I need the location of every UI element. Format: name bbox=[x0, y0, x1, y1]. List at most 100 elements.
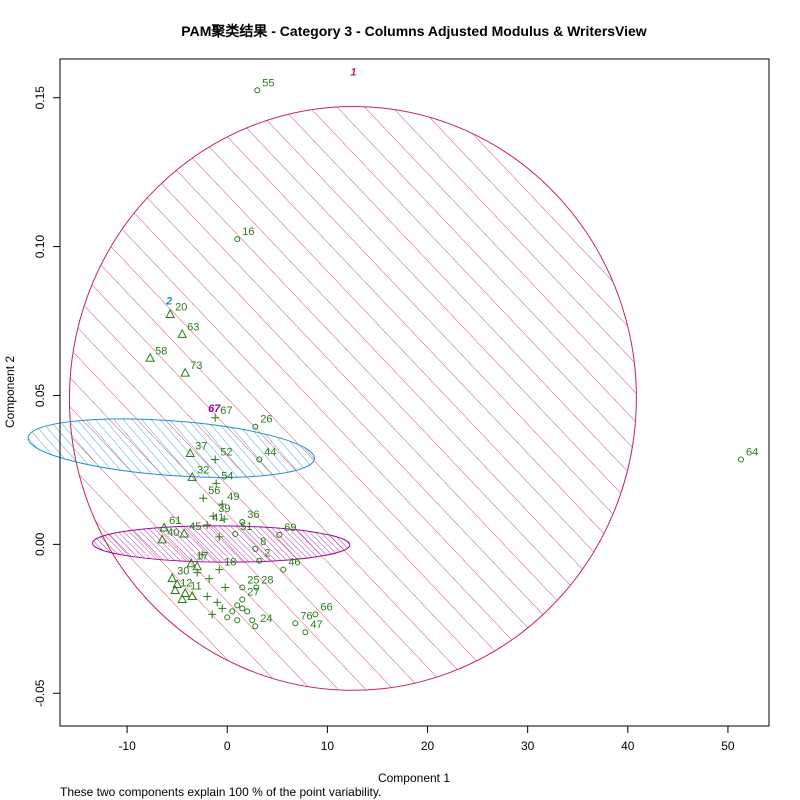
point-marker-67 bbox=[211, 413, 220, 422]
point-label-52: 52 bbox=[220, 446, 232, 458]
x-axis-label: Component 1 bbox=[378, 771, 450, 785]
point-marker-51 bbox=[232, 530, 239, 537]
point-label-8: 8 bbox=[260, 536, 266, 548]
point-label-39: 39 bbox=[218, 503, 230, 515]
plot-frame bbox=[59, 58, 770, 727]
point-label-46: 46 bbox=[288, 557, 300, 569]
point-label-56: 56 bbox=[208, 485, 220, 497]
cluster-marker-2 bbox=[234, 602, 241, 609]
cluster-marker-1 bbox=[244, 608, 251, 615]
cluster-label-1: 1 bbox=[350, 66, 356, 78]
point-marker-61 bbox=[159, 522, 169, 532]
point-marker-47 bbox=[302, 629, 309, 636]
point-marker-26 bbox=[252, 423, 259, 430]
point-label-49: 49 bbox=[227, 491, 239, 503]
point-label-45: 45 bbox=[189, 521, 201, 533]
point-marker-46 bbox=[280, 566, 287, 573]
point-label-40: 40 bbox=[167, 527, 179, 539]
point-marker-16 bbox=[234, 236, 241, 243]
point-label-27: 27 bbox=[247, 586, 259, 598]
y-tick-label-0.15: 0.15 bbox=[33, 86, 47, 110]
point-label-24: 24 bbox=[260, 613, 272, 625]
point-label-17: 17 bbox=[196, 551, 208, 563]
point-label-67: 67 bbox=[220, 405, 232, 417]
cluster-marker-18 bbox=[187, 590, 198, 600]
y-axis: -0.05 0.00 0.05 0.10 0.15 bbox=[33, 86, 60, 707]
cluster-marker-14 bbox=[198, 550, 207, 559]
x-tick-label--10: -10 bbox=[118, 739, 136, 753]
point-marker-36 bbox=[239, 519, 246, 526]
x-tick-label-50: 50 bbox=[721, 739, 735, 753]
point-label-2: 2 bbox=[264, 548, 270, 560]
y-tick-label--0.05: -0.05 bbox=[33, 679, 47, 707]
point-marker-73 bbox=[180, 367, 191, 377]
cluster-ellipse-2 bbox=[27, 418, 315, 478]
point-label-55: 55 bbox=[262, 77, 274, 89]
point-label-66: 66 bbox=[320, 601, 332, 613]
point-marker-44 bbox=[256, 456, 263, 463]
point-marker-25 bbox=[239, 584, 246, 591]
point-label-36: 36 bbox=[247, 509, 259, 521]
point-marker-28 bbox=[253, 584, 260, 591]
point-marker-52 bbox=[211, 455, 220, 464]
point-label-41: 41 bbox=[212, 512, 224, 524]
point-marker-20 bbox=[165, 308, 175, 318]
point-marker-49 bbox=[218, 500, 227, 509]
point-label-28: 28 bbox=[261, 575, 273, 587]
cluster-marker-0 bbox=[239, 605, 246, 612]
y-tick-label-0.00: 0.00 bbox=[33, 532, 47, 556]
y-axis-label: Component 2 bbox=[3, 356, 17, 428]
x-tick-label-30: 30 bbox=[521, 739, 535, 753]
cluster-marker-10 bbox=[203, 592, 212, 601]
point-marker-12 bbox=[170, 584, 180, 595]
point-label-69: 69 bbox=[284, 522, 296, 534]
footnote: These two components explain 100 % of th… bbox=[60, 785, 381, 799]
point-label-12: 12 bbox=[180, 578, 192, 590]
point-marker-8 bbox=[252, 545, 259, 552]
point-marker-64 bbox=[737, 456, 744, 463]
point-label-37: 37 bbox=[195, 441, 207, 453]
cluster-marker-11 bbox=[221, 583, 230, 592]
point-marker-45 bbox=[179, 528, 190, 538]
cluster-ellipse-3 bbox=[91, 525, 351, 563]
point-marker-18 bbox=[215, 565, 224, 574]
point-label-18: 18 bbox=[224, 557, 236, 569]
point-marker-17 bbox=[186, 558, 197, 568]
point-marker-39 bbox=[209, 512, 218, 521]
cluster-marker-15 bbox=[215, 532, 224, 541]
cluster-marker-9 bbox=[208, 610, 217, 619]
point-marker-54 bbox=[212, 479, 221, 488]
cluster-marker-16 bbox=[220, 515, 229, 524]
point-marker-30 bbox=[167, 573, 177, 583]
point-marker-66 bbox=[312, 611, 319, 618]
point-label-25: 25 bbox=[247, 575, 259, 587]
y-tick-label-0.05: 0.05 bbox=[33, 383, 47, 407]
point-marker-41 bbox=[203, 521, 212, 530]
cluster-label-3: 67 bbox=[208, 403, 221, 415]
cluster-marker-19 bbox=[172, 578, 182, 589]
point-marker-58 bbox=[145, 352, 155, 362]
x-tick-label-0: 0 bbox=[224, 739, 231, 753]
x-tick-label-10: 10 bbox=[321, 739, 335, 753]
cluster-marker-12 bbox=[205, 574, 214, 583]
point-label-32: 32 bbox=[197, 464, 209, 476]
point-label-11: 11 bbox=[190, 580, 201, 592]
point-marker-2 bbox=[256, 557, 263, 564]
point-label-47: 47 bbox=[310, 619, 322, 631]
point-marker-27 bbox=[239, 596, 246, 603]
x-tick-label-40: 40 bbox=[621, 739, 635, 753]
point-marker-11 bbox=[180, 587, 191, 597]
cluster-marker-7 bbox=[218, 604, 227, 613]
point-marker-40 bbox=[157, 534, 167, 544]
point-marker-37 bbox=[185, 447, 196, 458]
point-label-76: 76 bbox=[300, 610, 312, 622]
point-marker-76 bbox=[292, 620, 299, 627]
point-label-63: 63 bbox=[187, 321, 199, 333]
point-label-26: 26 bbox=[260, 414, 272, 426]
point-label-73: 73 bbox=[190, 360, 202, 372]
point-label-61: 61 bbox=[169, 515, 181, 527]
cluster-marker-17 bbox=[177, 593, 188, 603]
x-axis: -10 0 10 20 30 40 50 bbox=[118, 726, 735, 753]
